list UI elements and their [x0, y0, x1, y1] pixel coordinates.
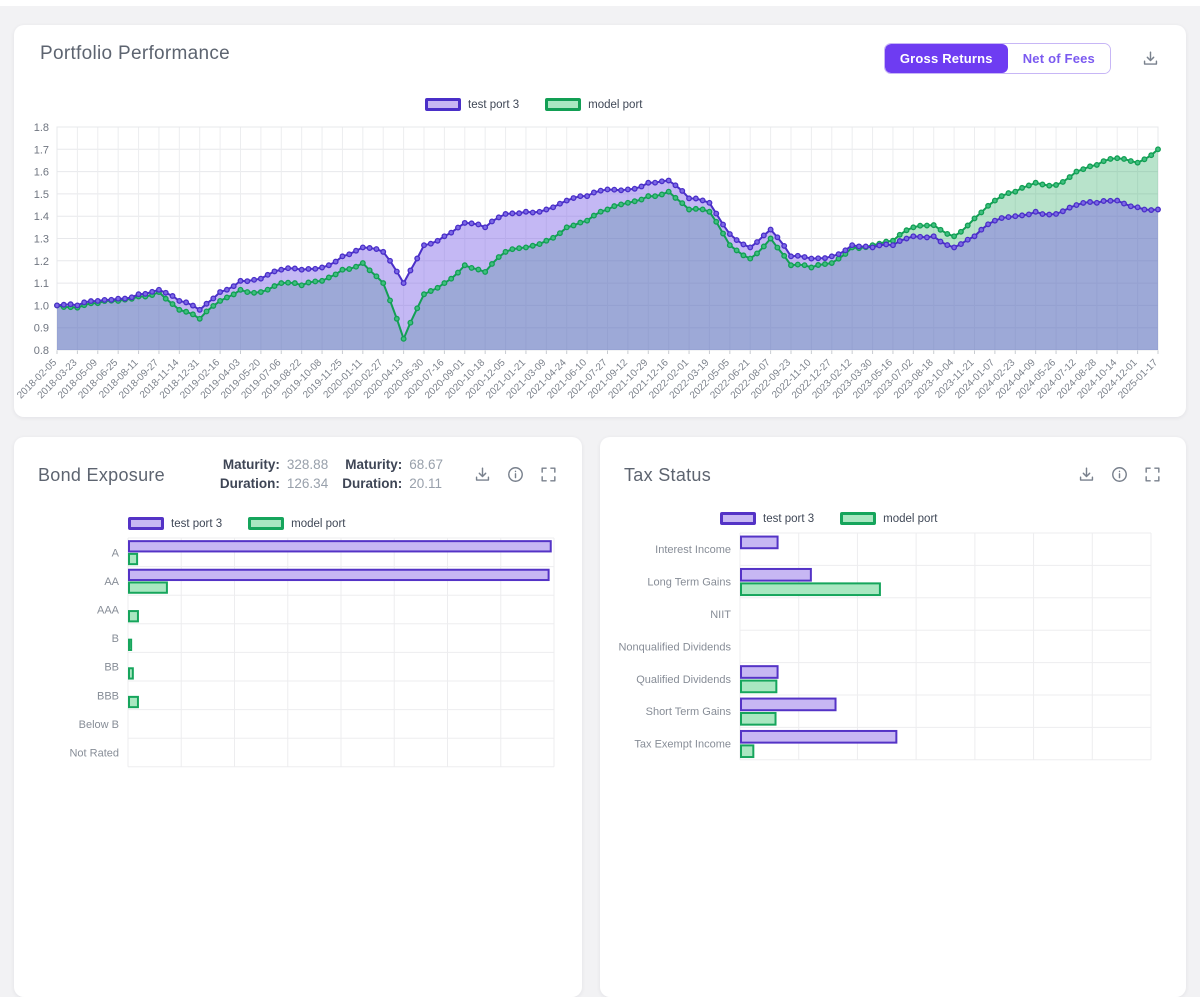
download-icon[interactable] [1077, 465, 1096, 484]
bond-legend: test port 3 model port [128, 517, 582, 530]
legend-item-test-port-3[interactable]: test port 3 [425, 98, 519, 111]
legend-label: test port 3 [468, 98, 520, 111]
svg-text:1.5: 1.5 [34, 189, 49, 201]
legend-item-model-port[interactable]: model port [248, 517, 345, 530]
duration-label: Duration: [219, 476, 280, 491]
tax-status-card: Tax Status test port 3 model port [600, 437, 1186, 997]
svg-text:B: B [112, 633, 119, 645]
svg-text:Tax Exempt Income: Tax Exempt Income [634, 739, 731, 751]
legend-label: test port 3 [763, 512, 815, 525]
card-title: Bond Exposure [38, 465, 165, 485]
svg-text:Below B: Below B [79, 719, 119, 731]
svg-text:A: A [112, 547, 120, 559]
svg-text:NIIT: NIIT [710, 609, 731, 621]
duration-value-2: 20.11 [409, 476, 442, 491]
net-of-fees-toggle[interactable]: Net of Fees [1007, 44, 1110, 73]
legend-item-model-port[interactable]: model port [840, 512, 937, 525]
top-page-edge [0, 0, 1200, 6]
bond-exposure-header: Bond Exposure Maturity: 328.88 Maturity:… [14, 437, 582, 491]
bond-exposure-card: Bond Exposure Maturity: 328.88 Maturity:… [14, 437, 582, 997]
svg-text:AA: AA [104, 576, 119, 588]
svg-text:BBB: BBB [97, 690, 119, 702]
card-title: Tax Status [624, 465, 712, 485]
svg-text:Long Term Gains: Long Term Gains [647, 577, 731, 589]
legend-item-model-port[interactable]: model port [545, 98, 642, 111]
legend-item-test-port-3[interactable]: test port 3 [720, 512, 814, 525]
portfolio-performance-card: Portfolio Performance Gross Returns Net … [14, 25, 1186, 417]
maturity-label: Maturity: [222, 457, 280, 472]
gross-returns-toggle[interactable]: Gross Returns [884, 44, 1008, 73]
svg-text:Qualified Dividends: Qualified Dividends [636, 674, 731, 686]
duration-label-2: Duration: [342, 476, 403, 491]
svg-text:BB: BB [104, 662, 119, 674]
page-title: Portfolio Performance [40, 43, 231, 64]
info-icon[interactable] [506, 465, 525, 484]
svg-text:1.1: 1.1 [34, 278, 49, 290]
download-icon[interactable] [1141, 49, 1160, 68]
portfolio-performance-chart[interactable]: 0.80.91.01.11.21.31.41.51.61.71.82018-02… [14, 111, 1186, 417]
legend-label: model port [291, 517, 346, 530]
legend-item-test-port-3[interactable]: test port 3 [128, 517, 222, 530]
model-port-swatch [840, 512, 877, 525]
legend-label: test port 3 [171, 517, 223, 530]
legend-label: model port [588, 98, 643, 111]
test-port-3-swatch [425, 98, 461, 111]
svg-text:0.9: 0.9 [34, 323, 49, 335]
bond-stats: Maturity: 328.88 Maturity: 68.67 Duratio… [220, 457, 457, 491]
svg-text:AAA: AAA [97, 605, 120, 617]
legend-label: model port [883, 512, 938, 525]
model-port-swatch [248, 517, 285, 530]
returns-toggle-group: Gross Returns Net of Fees [883, 43, 1111, 74]
svg-text:1.6: 1.6 [34, 167, 49, 179]
info-icon[interactable] [1110, 465, 1129, 484]
svg-text:Not Rated: Not Rated [69, 748, 119, 760]
tax-status-header: Tax Status [600, 437, 1186, 486]
model-port-swatch [545, 98, 582, 111]
svg-text:Nonqualified Dividends: Nonqualified Dividends [618, 641, 731, 653]
svg-text:1.3: 1.3 [34, 234, 49, 246]
tax-status-chart[interactable]: Interest Income Long Term Gains NIIT Nonqua… [600, 529, 1186, 779]
performance-legend: test port 3 model port [425, 98, 1186, 111]
svg-text:Short Term Gains: Short Term Gains [646, 706, 732, 718]
maturity-value: 328.88 [286, 457, 329, 472]
svg-text:1.0: 1.0 [34, 300, 49, 312]
portfolio-performance-header: Portfolio Performance Gross Returns Net … [14, 25, 1186, 74]
svg-text:1.7: 1.7 [34, 144, 49, 156]
test-port-3-swatch [128, 517, 164, 530]
maturity-label-2: Maturity: [345, 457, 403, 472]
download-icon[interactable] [473, 465, 492, 484]
svg-text:Interest Income: Interest Income [655, 544, 731, 556]
tax-legend: test port 3 model port [720, 512, 1186, 525]
duration-value: 126.34 [286, 476, 329, 491]
maturity-value-2: 68.67 [409, 457, 443, 472]
svg-text:1.4: 1.4 [34, 211, 49, 223]
test-port-3-swatch [720, 512, 756, 525]
svg-text:1.8: 1.8 [34, 122, 49, 134]
fullscreen-icon[interactable] [539, 465, 558, 484]
svg-text:0.8: 0.8 [34, 345, 49, 357]
svg-text:1.2: 1.2 [34, 256, 49, 268]
fullscreen-icon[interactable] [1143, 465, 1162, 484]
